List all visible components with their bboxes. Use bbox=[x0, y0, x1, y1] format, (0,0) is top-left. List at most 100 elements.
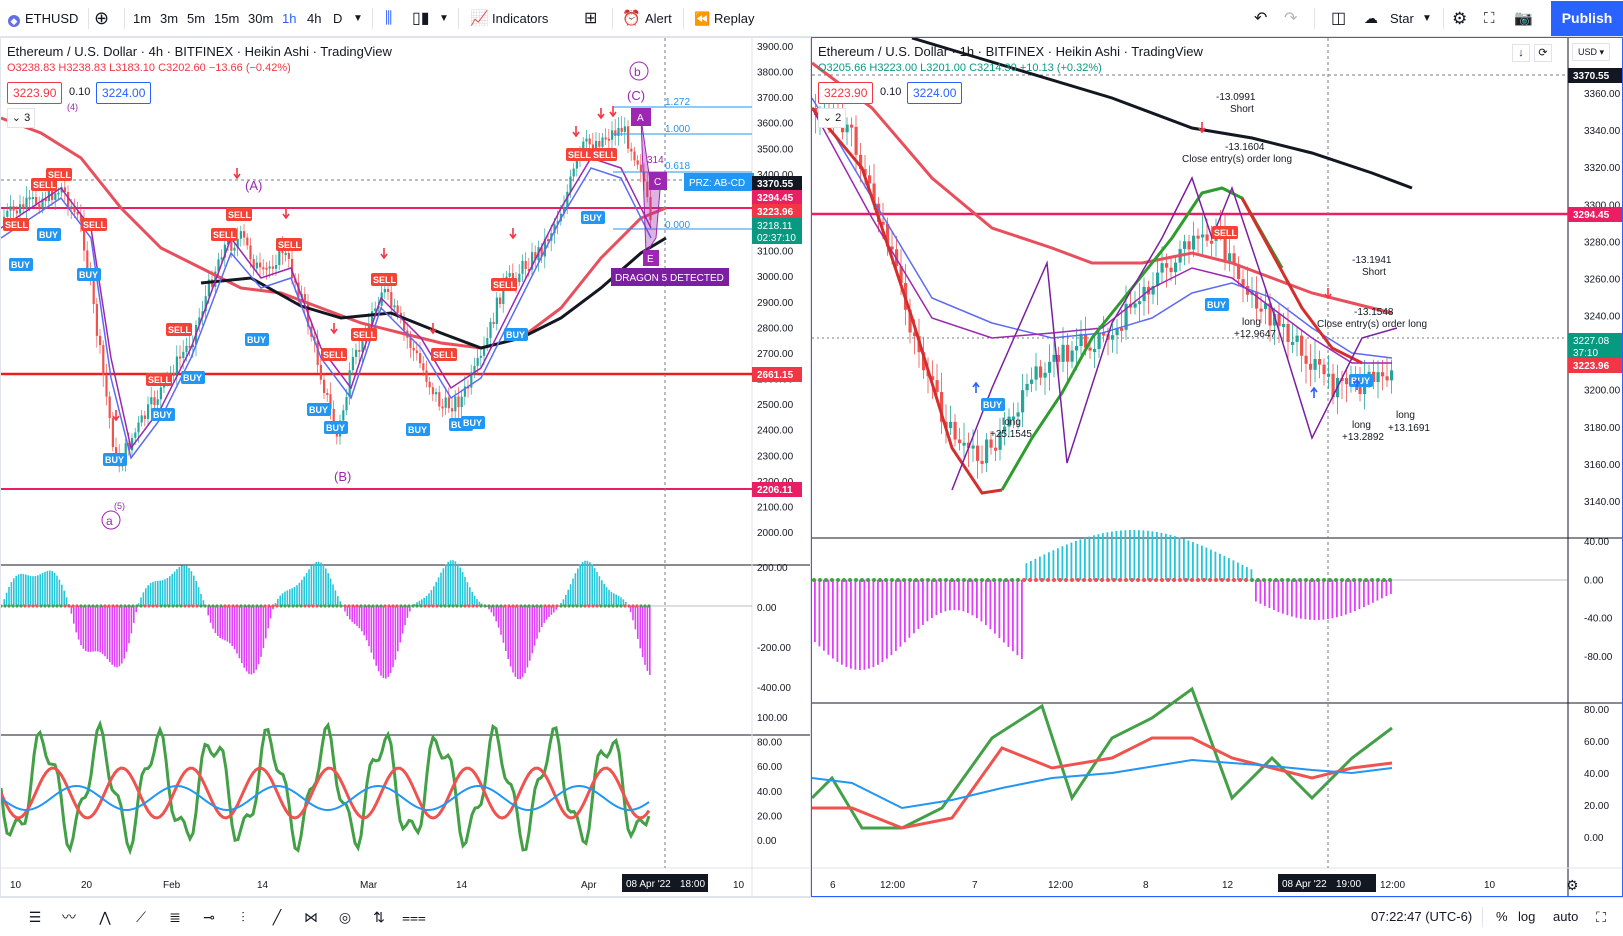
replay-button[interactable]: Replay bbox=[714, 0, 754, 37]
redo-icon[interactable]: ↷ bbox=[1284, 0, 1297, 37]
indicator-collapse-button[interactable]: ⌄ 3 bbox=[7, 108, 35, 128]
timeframe-3m[interactable]: 3m bbox=[160, 0, 178, 37]
price-axis-label: 2900.00 bbox=[757, 298, 794, 309]
zero-dot bbox=[427, 604, 430, 607]
zero-dot bbox=[1184, 578, 1188, 582]
bars-icon[interactable]: ⫶ bbox=[232, 906, 254, 928]
histogram-bar bbox=[294, 587, 296, 606]
histogram-bar bbox=[954, 580, 956, 610]
settings-gear-icon[interactable]: ⚙ bbox=[1452, 0, 1467, 37]
histogram-bar bbox=[399, 606, 401, 642]
zero-dot bbox=[155, 604, 158, 607]
alert-button[interactable]: Alert bbox=[645, 0, 672, 37]
histogram-bar bbox=[823, 580, 825, 651]
bid-price[interactable]: 3223.90 bbox=[818, 82, 873, 104]
candle-body bbox=[595, 141, 597, 149]
add-symbol-icon[interactable]: ⊕ bbox=[94, 0, 109, 37]
fib-icon[interactable]: ≣ bbox=[164, 906, 186, 928]
indicator-collapse-button[interactable]: ⌄ 2 bbox=[818, 108, 846, 128]
histogram-bar bbox=[819, 580, 821, 646]
line-tool-icon[interactable]: ╱ bbox=[266, 906, 288, 928]
candle-body bbox=[102, 345, 104, 375]
candle-body bbox=[461, 397, 463, 407]
fullscreen-icon[interactable]: ⛶ bbox=[1484, 0, 1495, 37]
zero-dot bbox=[455, 604, 458, 607]
left-chart-pane[interactable]: 1.272 1.000 0.618 0.000 PRZ: AB-CD DRAGO… bbox=[0, 37, 811, 897]
zero-dot bbox=[539, 604, 542, 607]
ask-price[interactable]: 3224.00 bbox=[907, 82, 962, 104]
expand-icon[interactable]: ⛶ bbox=[1590, 906, 1612, 928]
publish-button[interactable]: Publish bbox=[1551, 1, 1623, 36]
timeframe-1m[interactable]: 1m bbox=[133, 0, 151, 37]
chevron-down-icon[interactable]: ▼ bbox=[1422, 0, 1432, 37]
histogram-bar bbox=[474, 596, 476, 606]
refresh-icon[interactable]: ⟳ bbox=[1534, 44, 1552, 62]
currency-label: USD bbox=[1578, 47, 1597, 57]
indicators-button[interactable]: Indicators bbox=[492, 0, 548, 37]
bar-style-icon[interactable]: ⫼ bbox=[385, 0, 392, 37]
histogram-bar bbox=[59, 580, 61, 606]
symbol-search[interactable]: ◆ETHUSD bbox=[8, 0, 78, 37]
right-price-axis: 3360.003340.003320.003300.003280.003260.… bbox=[1584, 89, 1621, 844]
position-icon[interactable]: ⇅ bbox=[368, 906, 390, 928]
scroll-down-icon[interactable]: ↓ bbox=[1512, 44, 1530, 62]
zero-dot bbox=[27, 604, 30, 607]
histogram-bar bbox=[435, 582, 437, 606]
templates-icon[interactable]: ⊞ bbox=[584, 0, 597, 37]
pattern-icon[interactable]: ⋈ bbox=[300, 906, 322, 928]
timeframe-15m[interactable]: 15m bbox=[214, 0, 239, 37]
ema-black-line bbox=[912, 38, 1412, 188]
candle-body bbox=[387, 289, 389, 292]
histogram-bar bbox=[644, 606, 646, 665]
histogram-bar bbox=[349, 606, 351, 619]
histogram-bar bbox=[994, 580, 996, 634]
currency-select[interactable]: USD ▾ bbox=[1572, 43, 1610, 61]
wave-tool-icon[interactable]: 〰 bbox=[58, 906, 80, 928]
histogram-bar bbox=[539, 606, 541, 632]
bid-price[interactable]: 3223.90 bbox=[7, 82, 62, 104]
chevron-down-icon[interactable]: ▼ bbox=[439, 0, 449, 37]
zero-dot bbox=[339, 604, 342, 607]
histogram-bar bbox=[909, 580, 911, 638]
chevron-down-icon[interactable]: ▼ bbox=[353, 0, 363, 37]
camera-icon[interactable]: 📷 bbox=[1514, 0, 1533, 37]
histogram-bar bbox=[54, 573, 56, 606]
timeframe-5m[interactable]: 5m bbox=[187, 0, 205, 37]
histogram-bar bbox=[958, 580, 960, 610]
elliott-wave-icon[interactable]: ⋀ bbox=[94, 906, 116, 928]
auto-toggle[interactable]: auto bbox=[1553, 898, 1578, 936]
timeframe-1h[interactable]: 1h bbox=[282, 0, 296, 37]
cycle-icon[interactable]: ◎ bbox=[334, 906, 356, 928]
timeframe-30m[interactable]: 30m bbox=[248, 0, 273, 37]
timeframe-d[interactable]: D bbox=[333, 0, 342, 37]
timeframe-4h[interactable]: 4h bbox=[307, 0, 321, 37]
zero-dot bbox=[830, 578, 834, 582]
layout-icon[interactable]: ◫ bbox=[1331, 0, 1346, 37]
histogram-bar bbox=[1098, 534, 1100, 580]
horizontal-ray-icon[interactable]: ⊸ bbox=[198, 906, 220, 928]
histogram-bar bbox=[1026, 563, 1028, 580]
histogram-bar bbox=[606, 587, 608, 606]
histogram-bar bbox=[56, 576, 58, 606]
menu-icon[interactable]: ☰ bbox=[24, 906, 46, 928]
clock-time[interactable]: 07:22:47 (UTC-6) bbox=[1371, 898, 1472, 936]
candle-body bbox=[185, 346, 187, 352]
undo-icon[interactable]: ↶ bbox=[1254, 0, 1267, 37]
log-toggle[interactable]: log bbox=[1518, 898, 1535, 936]
ask-price[interactable]: 3224.00 bbox=[96, 82, 151, 104]
histogram-bar bbox=[1233, 560, 1235, 580]
histogram-bar bbox=[224, 606, 226, 640]
brush-icon[interactable]: ⩶ bbox=[402, 906, 424, 928]
signal-label: BUY bbox=[11, 260, 30, 270]
trendline-icon[interactable]: ⟋ bbox=[130, 906, 152, 928]
candle-body bbox=[1066, 345, 1069, 362]
zero-dot bbox=[932, 578, 936, 582]
histogram-bar bbox=[1138, 530, 1140, 580]
histogram-bar bbox=[512, 606, 514, 673]
save-layout-button[interactable]: Star bbox=[1390, 0, 1414, 37]
candles-icon[interactable]: ▯▮ bbox=[412, 0, 430, 37]
zero-dot bbox=[215, 604, 218, 607]
percent-toggle[interactable]: % bbox=[1496, 898, 1508, 936]
candle-body bbox=[419, 353, 421, 363]
